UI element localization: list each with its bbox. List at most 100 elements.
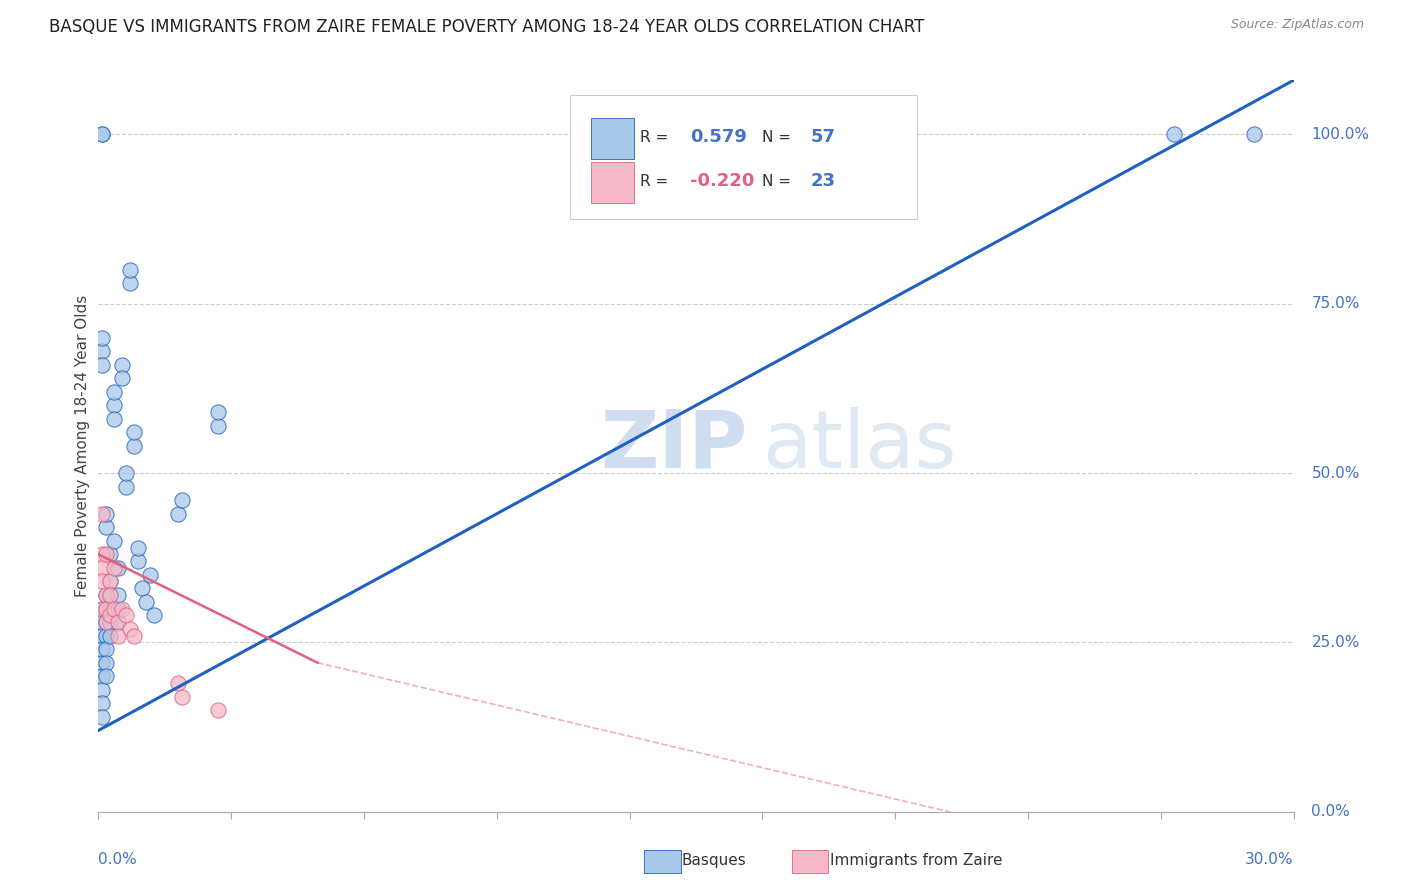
FancyBboxPatch shape (591, 162, 634, 203)
Point (115, 480, 138, 494)
Point (96, 642, 118, 657)
Text: -0.220: -0.220 (690, 172, 755, 190)
Point (135, 595, 157, 609)
Point (96, 629, 118, 643)
Point (96, 547, 118, 561)
Point (96, 615, 118, 629)
Text: Source: ZipAtlas.com: Source: ZipAtlas.com (1230, 18, 1364, 31)
Text: 30.0%: 30.0% (1246, 852, 1294, 867)
Point (115, 466, 138, 480)
Point (131, 581, 153, 595)
Point (167, 676, 190, 690)
Text: ZIP: ZIP (600, 407, 748, 485)
Text: 25.0%: 25.0% (1312, 635, 1360, 650)
Point (115, 608, 138, 623)
Point (111, 601, 134, 615)
Point (98, 601, 122, 615)
Text: 57: 57 (811, 128, 835, 146)
Point (120, 263, 142, 277)
Point (107, 561, 129, 575)
Text: 75.0%: 75.0% (1312, 296, 1360, 311)
Point (96, 588, 118, 602)
Text: 0.0%: 0.0% (98, 852, 138, 867)
Point (91, 561, 114, 575)
Point (98, 588, 122, 602)
Point (98, 615, 122, 629)
Point (111, 371, 134, 385)
Point (120, 622, 142, 636)
Point (98, 608, 122, 623)
Point (91, 344, 114, 359)
Point (91, 642, 114, 657)
Point (91, 507, 114, 521)
Point (98, 574, 122, 589)
Point (96, 507, 118, 521)
Point (103, 561, 125, 575)
Point (98, 629, 122, 643)
Point (207, 418, 229, 433)
Point (107, 615, 129, 629)
Point (96, 656, 118, 670)
Point (172, 493, 194, 508)
Point (207, 405, 229, 419)
Point (107, 601, 129, 615)
Point (91, 615, 114, 629)
Text: 0.0%: 0.0% (1312, 805, 1350, 819)
Point (91, 601, 114, 615)
Point (91, 656, 114, 670)
Point (103, 601, 125, 615)
Point (124, 629, 146, 643)
Point (172, 690, 194, 704)
Point (167, 507, 190, 521)
Point (91, 629, 114, 643)
Point (103, 412, 125, 426)
Point (143, 608, 166, 623)
Point (124, 439, 146, 453)
Point (111, 358, 134, 372)
Point (96, 615, 118, 629)
Point (139, 567, 162, 582)
Point (127, 541, 149, 555)
Point (96, 588, 118, 602)
Point (103, 398, 125, 412)
Text: R =: R = (640, 174, 673, 189)
Point (98, 547, 122, 561)
Point (107, 615, 129, 629)
Point (1243, 128, 1265, 142)
Point (107, 629, 129, 643)
Point (96, 601, 118, 615)
Point (103, 384, 125, 399)
Point (91, 331, 114, 345)
Point (1163, 128, 1185, 142)
Point (127, 554, 149, 568)
Text: Immigrants from Zaire: Immigrants from Zaire (830, 854, 1002, 868)
Text: atlas: atlas (762, 407, 956, 485)
Point (96, 669, 118, 683)
FancyBboxPatch shape (591, 119, 634, 160)
Text: 100.0%: 100.0% (1312, 127, 1369, 142)
Point (120, 277, 142, 291)
Point (98, 574, 122, 589)
Text: 50.0%: 50.0% (1312, 466, 1360, 481)
Point (107, 588, 129, 602)
Point (103, 533, 125, 548)
Point (91, 547, 114, 561)
Text: R =: R = (640, 130, 678, 145)
Point (96, 601, 118, 615)
Point (207, 703, 229, 717)
Y-axis label: Female Poverty Among 18-24 Year Olds: Female Poverty Among 18-24 Year Olds (75, 295, 90, 597)
Point (91, 697, 114, 711)
Point (91, 682, 114, 697)
Point (98, 588, 122, 602)
Text: 0.579: 0.579 (690, 128, 747, 146)
Text: N =: N = (762, 130, 796, 145)
Point (124, 425, 146, 440)
Point (91, 574, 114, 589)
Point (96, 520, 118, 534)
Point (91, 128, 114, 142)
Point (91, 669, 114, 683)
Point (91, 710, 114, 724)
Text: 23: 23 (811, 172, 835, 190)
Point (91, 128, 114, 142)
Point (91, 601, 114, 615)
